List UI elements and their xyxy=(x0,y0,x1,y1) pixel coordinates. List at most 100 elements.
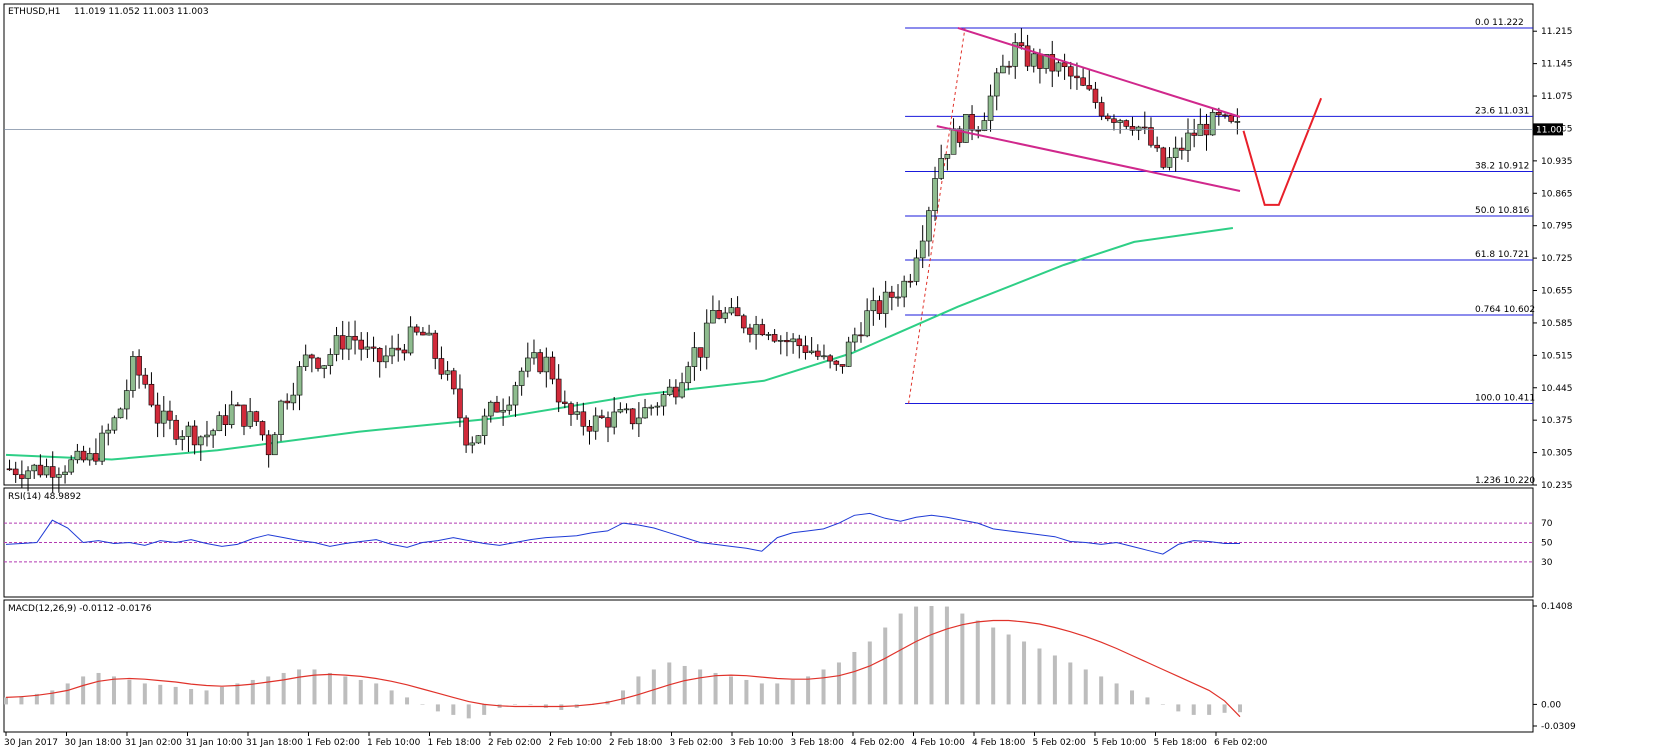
candle-up xyxy=(117,408,124,419)
candle-down xyxy=(784,339,790,343)
candle-down xyxy=(889,291,895,298)
time-tick-label: 30 Jan 2017 xyxy=(4,738,58,747)
candle-up xyxy=(364,346,371,350)
candle-down xyxy=(494,401,500,413)
candle-up xyxy=(790,338,796,343)
candle-up xyxy=(1172,147,1179,158)
candle-down xyxy=(259,421,266,436)
time-tick-label: 31 Jan 10:00 xyxy=(186,738,243,747)
candle-down xyxy=(438,358,445,375)
time-tick-label: 2 Feb 18:00 xyxy=(609,738,663,747)
candle-up xyxy=(512,385,519,406)
candle-up xyxy=(1185,132,1191,151)
candle-up xyxy=(611,411,617,428)
macd-histogram-bar xyxy=(744,679,749,705)
macd-histogram-bar xyxy=(867,641,872,705)
macd-histogram-bar xyxy=(281,672,286,705)
candle-up xyxy=(111,417,118,431)
candle-up xyxy=(765,334,772,336)
candle-up xyxy=(864,310,870,337)
fib-level-label: 100.0 10.411 xyxy=(1475,394,1535,404)
candle-down xyxy=(839,364,846,367)
time-tick-label: 1 Feb 10:00 xyxy=(367,738,421,747)
candle-down xyxy=(315,357,321,369)
candle-up xyxy=(987,95,994,121)
candle-up xyxy=(31,464,38,472)
candle-up xyxy=(710,310,716,324)
descending-channel xyxy=(936,27,1241,192)
candle-down xyxy=(716,310,722,319)
candle-down xyxy=(697,347,704,358)
candle-down xyxy=(222,415,229,426)
macd-histogram-bar xyxy=(790,679,795,705)
candle-down xyxy=(759,324,766,336)
candle-down xyxy=(154,404,161,424)
candle-down xyxy=(568,403,574,415)
time-tick-label: 30 Jan 18:00 xyxy=(65,738,122,747)
candle-up xyxy=(228,404,235,426)
time-tick-label: 4 Feb 10:00 xyxy=(912,738,966,747)
candle-up xyxy=(444,370,451,375)
macd-histogram-bar xyxy=(405,697,410,705)
candle-up xyxy=(407,326,414,354)
candle-up xyxy=(278,400,284,435)
candle-down xyxy=(876,300,883,314)
candle-up xyxy=(1209,112,1216,136)
candle-down xyxy=(599,415,605,418)
macd-histogram-bar xyxy=(374,683,379,705)
candle-up xyxy=(666,386,673,395)
candle-up xyxy=(197,436,204,446)
candle-down xyxy=(1191,132,1197,136)
candle-down xyxy=(907,280,914,283)
price-tick-label: 11.215 xyxy=(1541,27,1573,37)
candle-down xyxy=(395,347,402,351)
price-tick-label: 10.305 xyxy=(1541,449,1573,459)
candle-down xyxy=(1179,147,1185,151)
candle-down xyxy=(1222,114,1228,117)
candle-up xyxy=(592,415,599,432)
candle-up xyxy=(1135,126,1142,131)
price-tick-label: 10.445 xyxy=(1541,384,1573,394)
macd-histogram-bar xyxy=(1037,648,1042,705)
macd-pane-frame xyxy=(3,599,1534,733)
candle-down xyxy=(1092,88,1099,103)
candle-up xyxy=(895,296,901,299)
candle-down xyxy=(148,383,155,406)
rsi-label: RSI(14) 48.9892 xyxy=(8,492,81,502)
price-tick-label: 10.725 xyxy=(1541,254,1573,264)
time-tick-label: 1 Feb 18:00 xyxy=(428,738,482,747)
candle-down xyxy=(580,411,587,427)
macd-histogram-bar xyxy=(528,704,533,705)
macd-histogram-bar xyxy=(297,669,302,705)
candle-up xyxy=(500,409,506,413)
candle-down xyxy=(358,339,365,350)
candle-up xyxy=(882,291,889,314)
macd-histogram-bar xyxy=(312,669,317,705)
macd-histogram-bar xyxy=(513,704,518,705)
candle-down xyxy=(673,386,679,398)
current-price-box xyxy=(1533,123,1563,136)
candle-down xyxy=(49,466,56,478)
candle-up xyxy=(62,471,68,475)
candle-down xyxy=(191,425,198,446)
candle-down xyxy=(1074,75,1080,79)
candle-up xyxy=(777,339,784,342)
candle-up xyxy=(1055,62,1062,72)
candle-down xyxy=(352,335,358,341)
macd-histogram-bar xyxy=(1207,704,1212,715)
candle-up xyxy=(938,158,944,179)
price-tick-label: 10.655 xyxy=(1541,287,1573,297)
candle-up xyxy=(963,114,969,143)
candle-down xyxy=(241,404,247,427)
macd-histogram-bar xyxy=(235,683,240,705)
candle-down xyxy=(555,378,562,403)
candle-down xyxy=(1061,62,1068,68)
candle-up xyxy=(660,394,667,407)
rsi-level-label: 50 xyxy=(1541,539,1553,549)
candle-down xyxy=(173,419,179,440)
candle-up xyxy=(932,178,938,211)
candle-up xyxy=(913,257,920,282)
candle-up xyxy=(185,425,192,437)
macd-histogram-bar xyxy=(975,620,980,705)
macd-histogram-bar xyxy=(775,683,780,705)
